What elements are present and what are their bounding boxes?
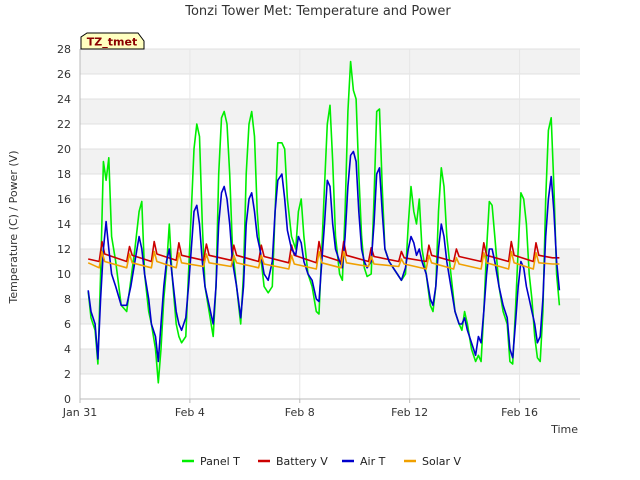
station-tag: TZ_tmet bbox=[80, 32, 145, 50]
series-line-solar-v bbox=[87, 250, 560, 270]
legend-item-solar-v: Solar V bbox=[404, 455, 462, 468]
station-tag-text: TZ_tmet bbox=[87, 36, 137, 49]
plot-band bbox=[80, 324, 580, 349]
plot-band bbox=[80, 49, 580, 74]
legend-item-panel-t: Panel T bbox=[182, 455, 240, 468]
x-tick-labels: Jan 31 Feb 4 Feb 8 Feb 12 Feb 16 bbox=[62, 399, 538, 419]
legend: Panel T Battery V Air T Solar V bbox=[182, 455, 462, 468]
plot-band bbox=[80, 124, 580, 149]
plot-band bbox=[80, 224, 580, 249]
y-tick-label: 16 bbox=[57, 193, 71, 206]
series-line-battery-v bbox=[88, 240, 560, 264]
y-tick-label: 4 bbox=[64, 343, 71, 356]
legend-label: Battery V bbox=[276, 455, 328, 468]
y-tick-label: 12 bbox=[57, 243, 71, 256]
plot-band bbox=[80, 199, 580, 224]
x-tick-label: Feb 12 bbox=[391, 406, 428, 419]
plot-band bbox=[80, 74, 580, 99]
plot-band bbox=[80, 374, 580, 399]
series-line-air-t bbox=[87, 150, 561, 363]
axes bbox=[79, 49, 580, 400]
plot-band bbox=[80, 349, 580, 374]
legend-label: Panel T bbox=[200, 455, 240, 468]
station-tag-box bbox=[80, 32, 145, 50]
y-tick-label: 14 bbox=[57, 218, 71, 231]
y-tick-label: 8 bbox=[64, 293, 71, 306]
legend-label: Air T bbox=[360, 455, 386, 468]
x-tick-label: Feb 8 bbox=[285, 406, 315, 419]
y-tick-label: 22 bbox=[57, 118, 71, 131]
y-tick-label: 2 bbox=[64, 368, 71, 381]
y-tick-label: 10 bbox=[57, 268, 71, 281]
plot-band bbox=[80, 149, 580, 174]
y-tick-label: 26 bbox=[57, 68, 71, 81]
y-tick-label: 18 bbox=[57, 168, 71, 181]
x-axis-label: Time bbox=[550, 423, 578, 436]
y-tick-label: 6 bbox=[64, 318, 71, 331]
legend-label: Solar V bbox=[422, 455, 462, 468]
series-lines bbox=[87, 60, 561, 384]
legend-item-air-t: Air T bbox=[342, 455, 386, 468]
x-tick-label: Feb 4 bbox=[175, 406, 205, 419]
x-tick-label: Feb 16 bbox=[501, 406, 538, 419]
chart-title: Tonzi Tower Met: Temperature and Power bbox=[184, 4, 451, 19]
y-axis-label: Temperature (C) / Power (V) bbox=[7, 150, 20, 304]
plot-band bbox=[80, 274, 580, 299]
y-tick-label: 24 bbox=[57, 93, 71, 106]
y-tick-label: 20 bbox=[57, 143, 71, 156]
y-tick-label: 0 bbox=[64, 393, 71, 406]
legend-item-battery-v: Battery V bbox=[258, 455, 328, 468]
y-tick-label: 28 bbox=[57, 43, 71, 56]
grid-lines bbox=[79, 48, 580, 400]
x-tick-label: Jan 31 bbox=[62, 406, 97, 419]
